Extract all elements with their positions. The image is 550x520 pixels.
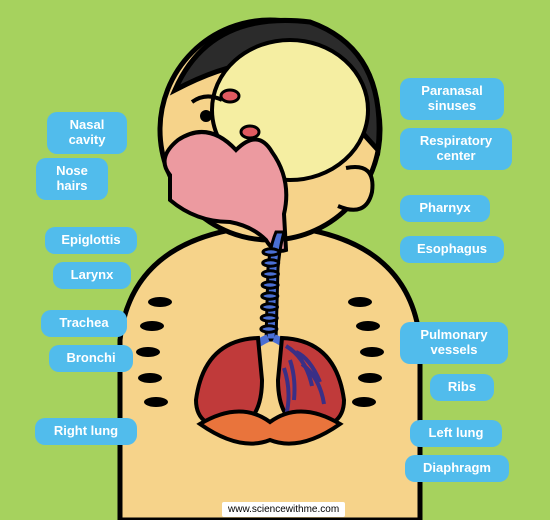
label-left-lung: Left lung xyxy=(410,420,502,447)
label-ribs: Ribs xyxy=(430,374,494,401)
label-paranasal-sinuses: Paranasal sinuses xyxy=(400,78,504,120)
source-credit: www.sciencewithme.com xyxy=(222,502,345,517)
label-diaphragm: Diaphragm xyxy=(405,455,509,482)
label-trachea: Trachea xyxy=(41,310,127,337)
label-bronchi: Bronchi xyxy=(49,345,133,372)
label-pulmonary-vessels: Pulmonary vessels xyxy=(400,322,508,364)
label-nose-hairs: Nose hairs xyxy=(36,158,108,200)
label-nasal-cavity: Nasal cavity xyxy=(47,112,127,154)
label-epiglottis: Epiglottis xyxy=(45,227,137,254)
label-pharynx: Pharnyx xyxy=(400,195,490,222)
diagram-canvas: Nasal cavityNose hairs Epiglottis Larynx Tr… xyxy=(0,0,550,520)
label-respiratory-center: Respiratory center xyxy=(400,128,512,170)
label-esophagus: Esophagus xyxy=(400,236,504,263)
label-right-lung: Right lung xyxy=(35,418,137,445)
label-larynx: Larynx xyxy=(53,262,131,289)
